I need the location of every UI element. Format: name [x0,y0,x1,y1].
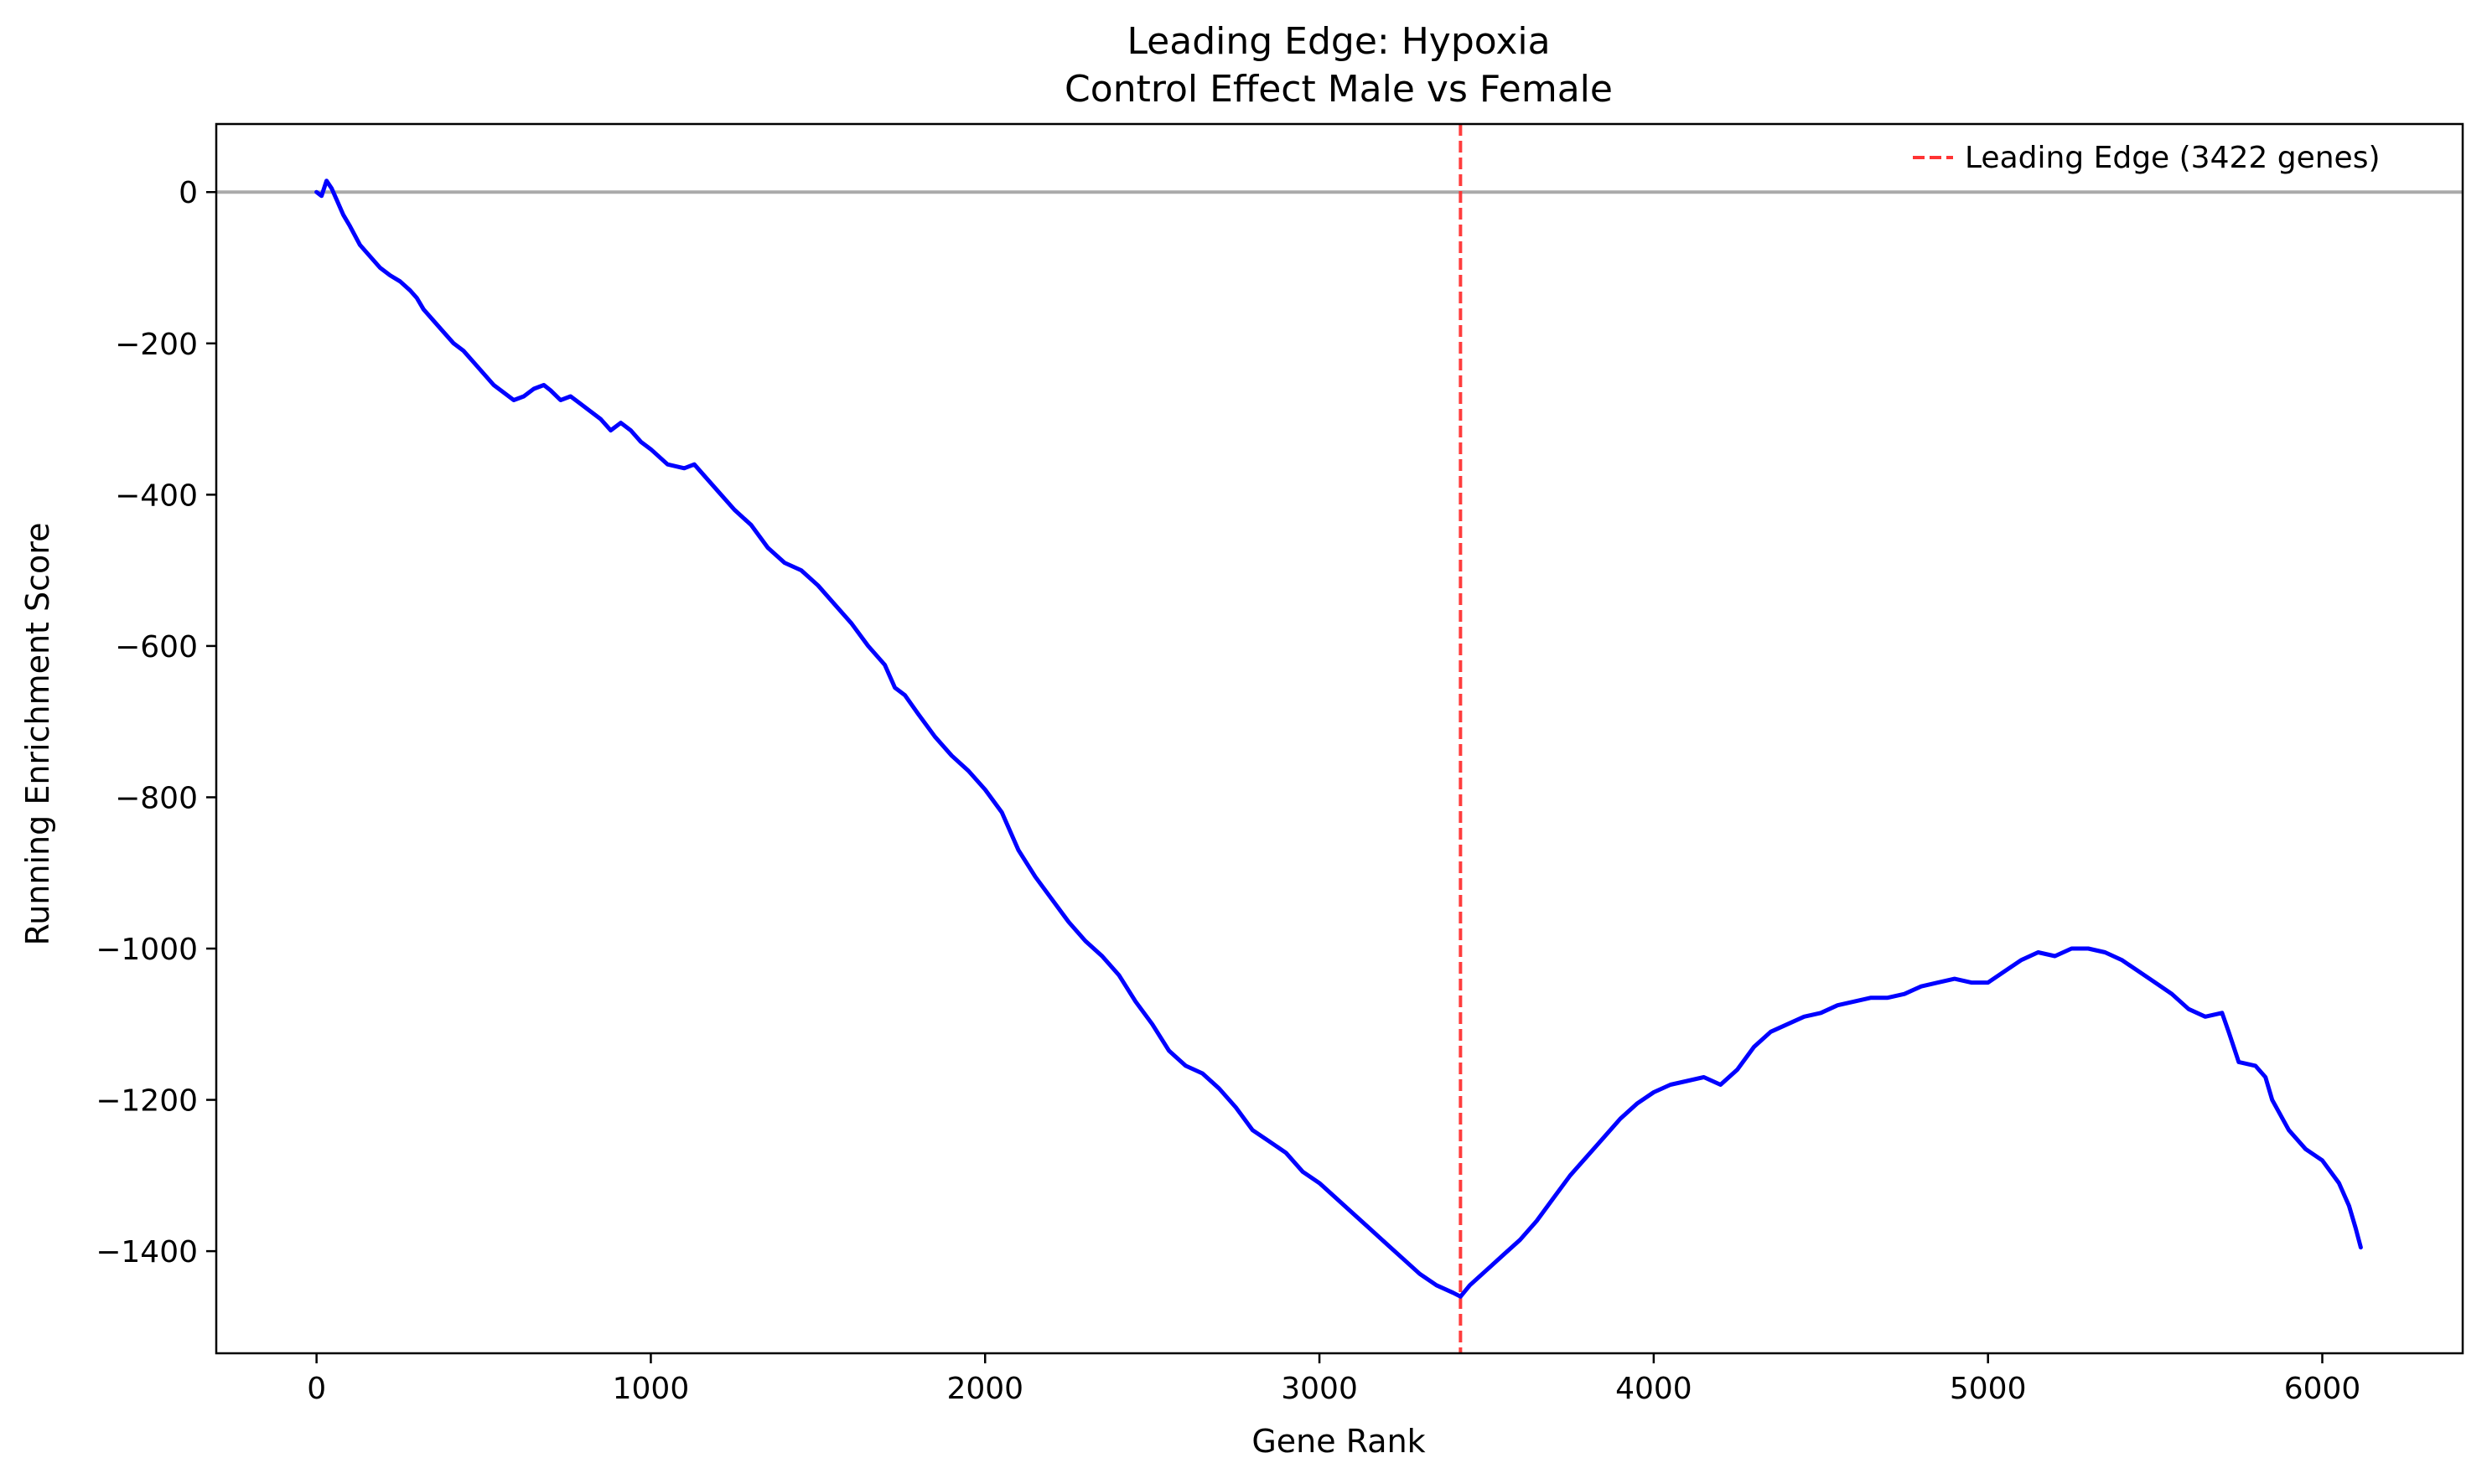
legend: Leading Edge (3422 genes) [1913,141,2381,175]
y-tick-label: −200 [115,328,198,362]
plot-area [215,122,2464,1355]
x-tick-label: 6000 [2284,1372,2361,1406]
enrichment-line [314,178,2363,1299]
x-tick-label: 1000 [613,1372,690,1406]
x-tick-label: 5000 [1950,1372,2027,1406]
x-axis-label: Gene Rank [1251,1423,1425,1460]
y-tick-label: −1000 [96,933,198,967]
x-tick-label: 0 [307,1372,326,1406]
x-tick-label: 2000 [946,1372,1023,1406]
chart-title: Leading Edge: Hypoxia [1127,20,1550,63]
y-tick-label: −400 [115,478,198,513]
y-tick-label: −800 [115,781,198,815]
y-tick-label: −600 [115,630,198,664]
x-tick-label: 3000 [1281,1372,1358,1406]
y-tick-label: −1400 [96,1235,198,1269]
y-tick-label: 0 [179,176,198,210]
x-tick-label: 4000 [1615,1372,1692,1406]
y-axis-label: Running Enrichment Score [19,523,56,946]
legend-label-leading-edge: Leading Edge (3422 genes) [1965,141,2381,175]
y-axis: 0 −200 −400 −600 −800 −1000 −1200 −1400 [96,176,216,1269]
x-axis: 0 1000 2000 3000 4000 5000 6000 [307,1353,2360,1406]
y-tick-label: −1200 [96,1084,198,1119]
plot-frame [215,122,2464,1355]
chart-subtitle: Control Effect Male vs Female [1065,68,1613,111]
